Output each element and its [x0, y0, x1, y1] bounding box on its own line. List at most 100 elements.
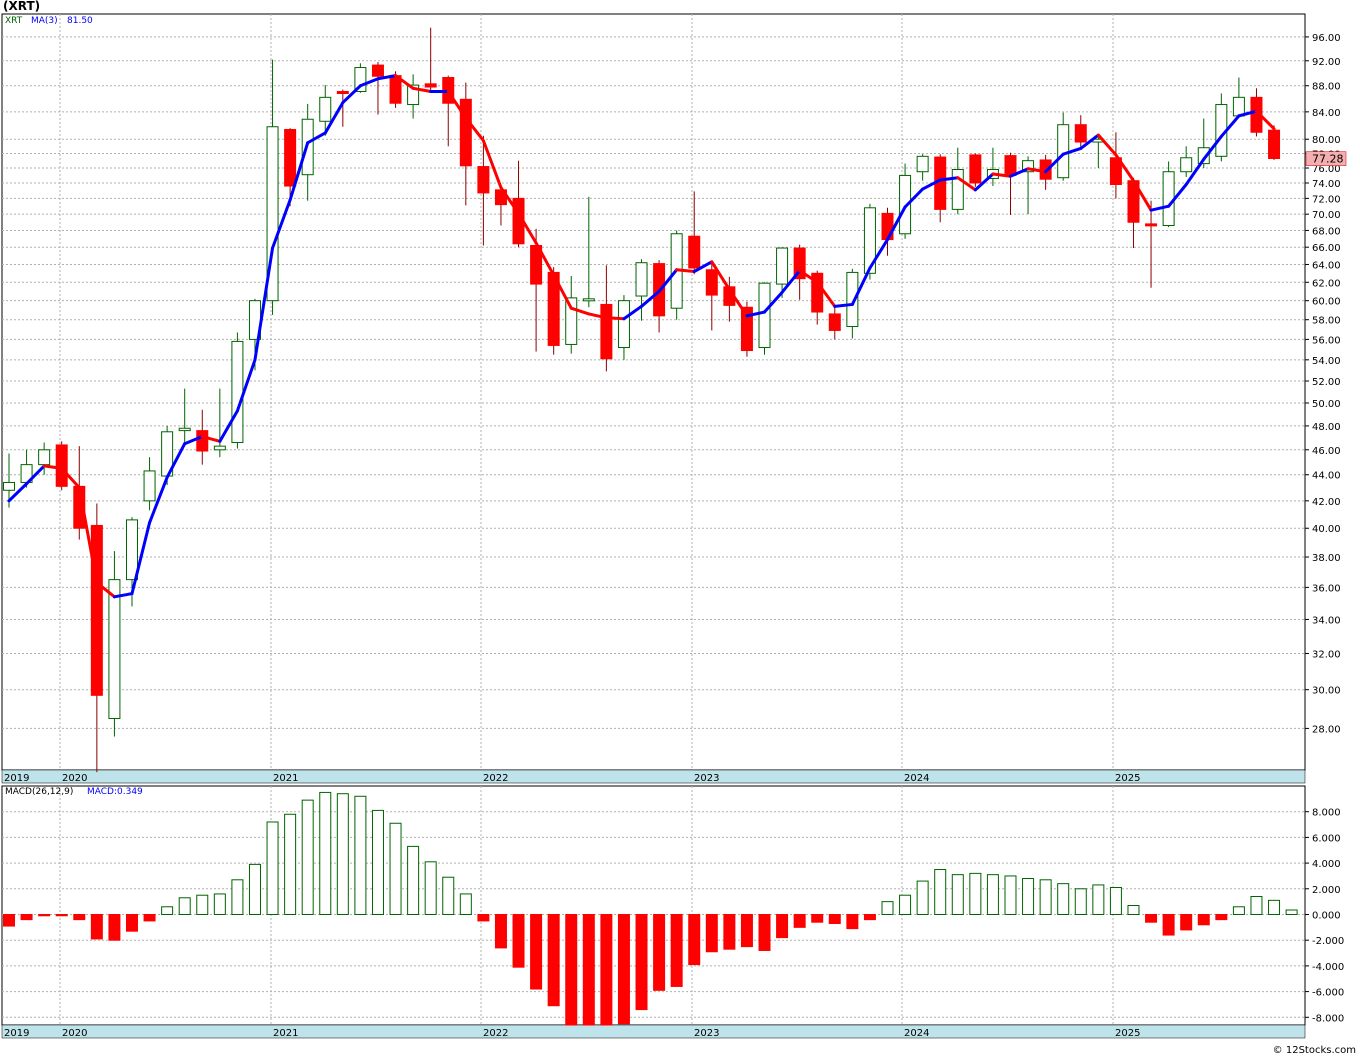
candle-body: [125, 519, 138, 581]
macd-bar: [90, 913, 103, 940]
macd-bar: [1004, 875, 1017, 915]
macd-bar: [740, 913, 753, 948]
ma-line-segment: [622, 304, 644, 321]
y-tick-label: 52.00: [1312, 377, 1341, 388]
ma-line-segment: [1044, 152, 1065, 174]
ma-line-segment: [763, 290, 784, 314]
candle-body: [336, 91, 349, 95]
candle-body: [688, 235, 701, 269]
macd-bar: [793, 913, 806, 928]
candle-body: [213, 445, 226, 451]
candle-body: [1145, 223, 1158, 227]
x-tick-label: 2025: [1115, 1028, 1140, 1039]
ma-line-segment: [1096, 133, 1118, 157]
ma-line-segment: [253, 246, 275, 362]
ma-line-segment: [499, 186, 521, 215]
ma-line-segment: [95, 581, 116, 599]
ma-line-segment: [394, 74, 415, 90]
macd-bar: [934, 869, 947, 915]
ma-line-segment: [7, 482, 29, 503]
y-tick-label: 50.00: [1312, 399, 1341, 410]
ma-line-segment: [323, 101, 345, 135]
macd-bar: [108, 913, 121, 941]
ma-line-segment: [587, 312, 608, 320]
macd-bar: [1039, 879, 1052, 915]
ma-line-segment: [1254, 109, 1276, 131]
ma-line-segment: [956, 176, 977, 192]
candle-body: [863, 207, 876, 274]
candle-body: [178, 427, 191, 432]
macd-bar: [424, 861, 437, 915]
ma-line-segment: [815, 280, 837, 308]
candle-body: [1162, 171, 1175, 227]
candle-body: [266, 126, 279, 302]
macd-bar: [161, 906, 174, 915]
macd-bar: [617, 913, 630, 1025]
macd-bar: [3, 913, 15, 927]
y-tick-label: 48.00: [1312, 422, 1341, 433]
ma-line-segment: [517, 211, 538, 245]
ma-line-segment: [569, 306, 591, 316]
macd-bar: [1092, 884, 1105, 915]
macd-bar: [565, 913, 578, 1026]
y-tick-label: 68.00: [1312, 226, 1341, 237]
ma-line-segment: [534, 241, 556, 277]
candle-body: [828, 313, 841, 331]
candle-body: [582, 298, 595, 302]
candle-body: [90, 524, 103, 696]
ma-line-segment: [1184, 157, 1206, 187]
x-tick-label: 2019: [4, 1028, 29, 1039]
ma-line-segment: [218, 409, 239, 443]
macd-bar: [1285, 909, 1298, 915]
candle-body: [1109, 157, 1122, 186]
candle-body: [459, 98, 472, 167]
macd-label: MACD(26,12,9): [5, 787, 74, 797]
candle-body: [617, 300, 630, 348]
candle-body: [1074, 124, 1087, 143]
ma-line-segment: [973, 172, 995, 192]
ma-line-segment: [148, 475, 169, 525]
y-tick-label: 62.00: [1312, 278, 1341, 289]
price-panel-frame: [1, 13, 1306, 771]
macd-bar: [969, 872, 982, 915]
macd-bar: [758, 913, 771, 951]
y-tick-label: 44.00: [1312, 471, 1341, 482]
macd-bar: [600, 913, 613, 1026]
macd-bar: [776, 913, 789, 939]
macd-bar: [371, 809, 384, 915]
y-tick-label: 88.00: [1312, 82, 1341, 93]
macd-bar: [248, 863, 261, 915]
macd-bar: [196, 894, 209, 915]
ma-line-segment: [552, 273, 573, 310]
y-tick-label: 54.00: [1312, 356, 1341, 367]
ma-line-segment: [60, 466, 81, 490]
macd-y-tick-label: 4.000: [1312, 859, 1341, 870]
candle-body: [55, 444, 68, 487]
ma-line-segment: [1061, 146, 1083, 156]
x-tick-label: 2023: [694, 773, 719, 784]
ma-line-segment: [183, 435, 204, 446]
macd-bar: [354, 795, 367, 915]
y-tick-label: 96.00: [1312, 33, 1341, 44]
ma-line-segment: [25, 464, 46, 486]
macd-bar: [670, 913, 683, 987]
candle-body: [284, 128, 297, 187]
macd-bar: [635, 913, 648, 1011]
ma-line-segment: [657, 268, 679, 293]
y-tick-label: 70.00: [1312, 210, 1341, 221]
y-tick-label: 66.00: [1312, 243, 1341, 254]
y-tick-label: 56.00: [1312, 335, 1341, 346]
macd-bar: [38, 913, 51, 917]
macd-y-tick-label: 6.000: [1312, 833, 1341, 844]
macd-bar: [1232, 906, 1245, 915]
candle-body: [371, 64, 384, 77]
candle-body: [1022, 160, 1035, 173]
y-tick-label: 32.00: [1312, 649, 1341, 660]
y-tick-label: 72.00: [1312, 194, 1341, 205]
y-tick-label: 80.00: [1312, 135, 1341, 146]
x-tick-label: 2021: [273, 1028, 298, 1039]
macd-bar: [1057, 883, 1070, 915]
candle-body: [1232, 96, 1245, 117]
macd-bar: [284, 813, 297, 915]
